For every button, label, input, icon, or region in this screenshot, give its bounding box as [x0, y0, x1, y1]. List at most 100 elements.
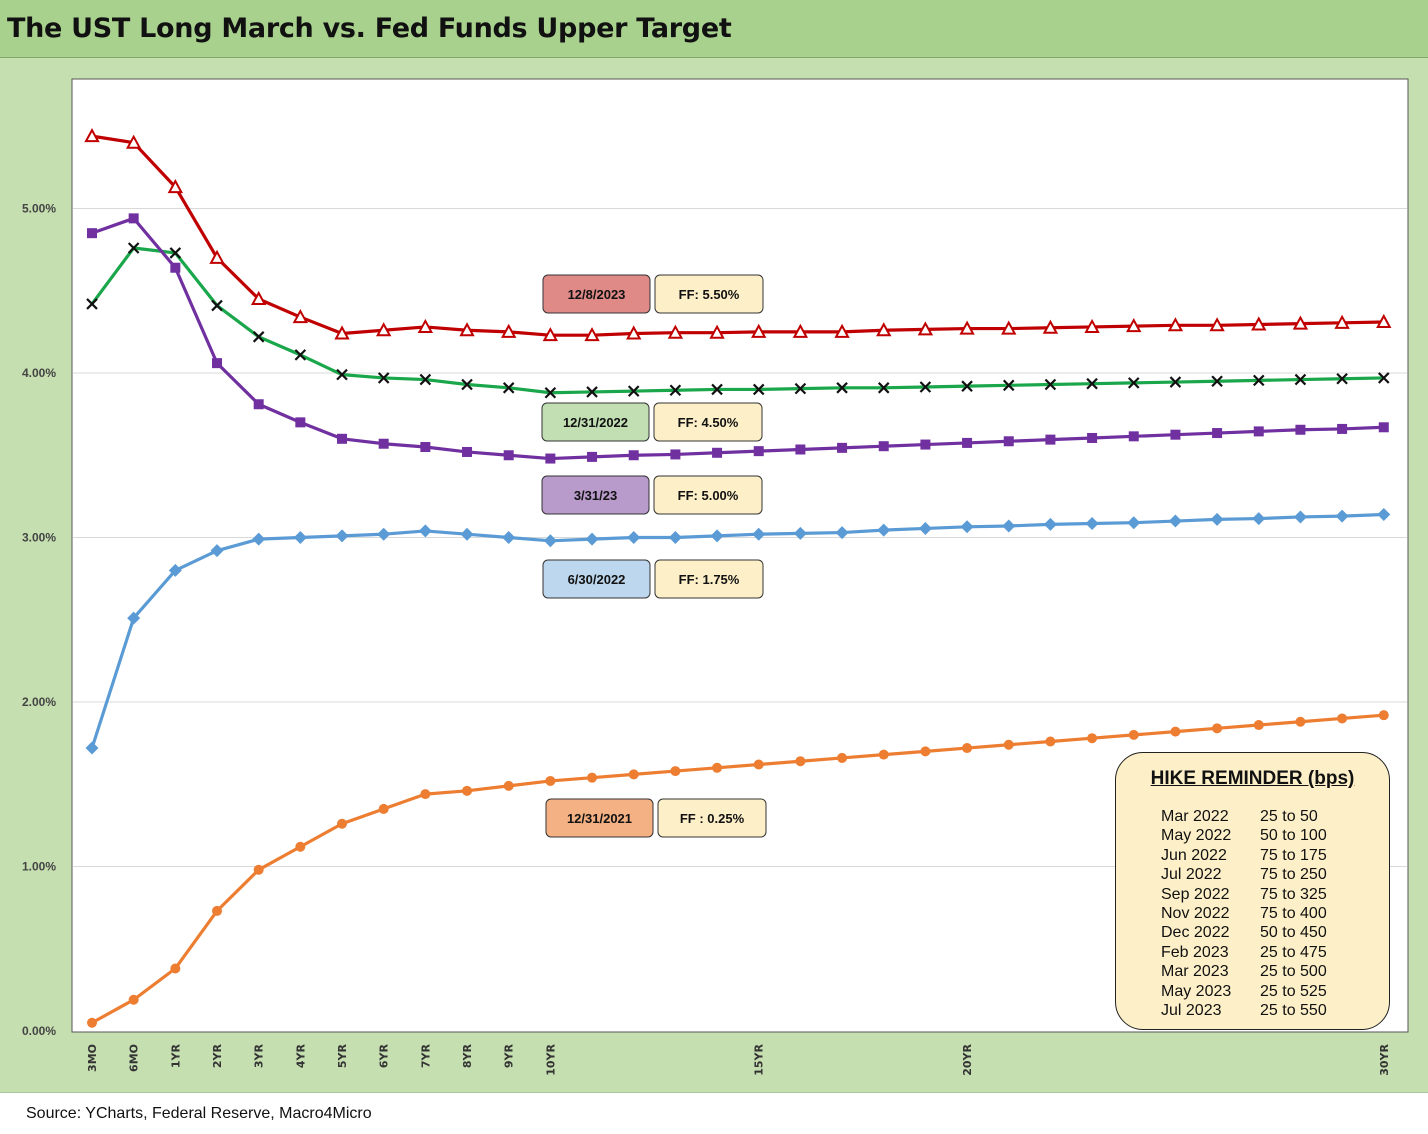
hike-month: Dec 2022 — [1161, 924, 1230, 942]
hike-reminder-box: HIKE REMINDER (bps) Mar 2022 25 to 50 May … — [1115, 752, 1390, 1030]
hike-month: May 2023 — [1161, 982, 1232, 1000]
data-point — [668, 531, 682, 544]
source-note: Source: YCharts, Federal Reserve, Macro4… — [26, 1105, 372, 1122]
data-point — [669, 384, 682, 397]
hike-change: 25 to 550 — [1260, 1002, 1327, 1019]
hike-month: Mar 2023 — [1161, 963, 1229, 981]
data-point — [1128, 729, 1139, 740]
data-point — [1295, 716, 1306, 727]
hike-month: Mar 2022 — [1161, 808, 1229, 825]
data-point — [168, 563, 182, 577]
data-point — [170, 963, 181, 974]
data-point — [1292, 315, 1309, 330]
data-point — [420, 442, 431, 453]
data-point — [84, 128, 100, 143]
data-point — [1169, 376, 1182, 388]
data-point — [503, 780, 514, 791]
data-point — [337, 818, 348, 829]
data-point — [502, 531, 516, 544]
data-point — [377, 372, 390, 384]
hike-change: 75 to 325 — [1260, 885, 1327, 903]
data-point — [127, 242, 140, 254]
x-tick-label: 2YR — [211, 1043, 224, 1068]
hike-change: 25 to 475 — [1260, 943, 1327, 961]
data-point — [627, 531, 641, 544]
data-point — [959, 320, 975, 335]
date-tag — [541, 475, 650, 515]
data-point — [710, 529, 724, 543]
fed-funds-label: FF: 1.75% — [679, 572, 740, 587]
x-tick-label: 30YR — [1378, 1043, 1391, 1075]
data-point — [585, 532, 599, 546]
data-point — [378, 803, 389, 814]
fed-funds-tag — [657, 798, 767, 838]
data-point — [1378, 422, 1389, 433]
data-point — [753, 759, 764, 770]
data-point — [1293, 510, 1307, 524]
data-point — [835, 526, 849, 540]
fed-funds-tag — [653, 475, 763, 515]
x-tick-label: 6MO — [128, 1044, 141, 1072]
series-tag-4: 12/31/2021 FF : 0.25% — [545, 798, 767, 838]
date-tag-label: 12/31/2021 — [567, 811, 632, 826]
data-point — [1253, 426, 1264, 437]
fed-funds-label: FF : 0.25% — [680, 811, 745, 826]
data-point — [1128, 431, 1139, 442]
fed-funds-tag — [653, 402, 763, 442]
data-point — [709, 324, 725, 339]
data-point — [670, 449, 681, 460]
data-point — [1167, 317, 1184, 332]
data-point — [1087, 432, 1098, 443]
series-0 — [84, 128, 1392, 342]
data-point — [836, 382, 848, 394]
data-point — [1212, 723, 1223, 734]
data-point — [292, 308, 309, 324]
data-point — [962, 437, 973, 448]
data-point — [1212, 428, 1223, 439]
data-point — [1126, 318, 1142, 333]
series-tag-3: 6/30/2022 FF: 1.75% — [542, 559, 764, 599]
data-point — [462, 446, 473, 457]
data-point — [961, 380, 973, 392]
hike-reminder-title: HIKE REMINDER (bps) — [1150, 768, 1355, 789]
data-point — [1045, 736, 1056, 747]
y-tick-label: 3.00% — [22, 531, 56, 545]
data-point — [294, 349, 307, 361]
series-lines — [84, 128, 1392, 1028]
data-point — [1087, 733, 1098, 744]
data-point — [1044, 378, 1057, 391]
fed-funds-tag — [654, 274, 764, 314]
date-tag-label: 6/30/2022 — [568, 572, 626, 587]
data-point — [335, 529, 349, 543]
data-point — [795, 444, 806, 455]
data-point — [1252, 512, 1266, 526]
data-point — [587, 451, 598, 462]
data-point — [1085, 517, 1099, 531]
data-point — [253, 399, 264, 410]
data-point — [752, 527, 766, 541]
data-point — [501, 323, 517, 338]
x-tick-label: 9YR — [503, 1043, 516, 1068]
x-tick-label: 15YR — [753, 1043, 766, 1075]
data-point — [377, 527, 391, 541]
data-point — [461, 378, 473, 391]
data-point — [460, 527, 474, 541]
data-point — [878, 749, 889, 760]
data-point — [252, 532, 266, 546]
data-point — [210, 544, 224, 558]
data-point — [462, 785, 473, 796]
x-tick-label: 5YR — [336, 1043, 349, 1068]
data-point — [250, 290, 267, 305]
data-point — [793, 526, 807, 540]
data-point — [918, 521, 932, 535]
data-point — [877, 382, 890, 394]
data-point — [295, 841, 306, 852]
hike-change: 25 to 525 — [1260, 982, 1327, 1000]
data-point — [1001, 320, 1017, 335]
hike-month: Sep 2022 — [1161, 885, 1230, 903]
data-point — [87, 228, 97, 239]
data-point — [418, 524, 432, 538]
data-point — [128, 994, 139, 1005]
data-point — [670, 766, 681, 777]
data-point — [1042, 319, 1059, 334]
